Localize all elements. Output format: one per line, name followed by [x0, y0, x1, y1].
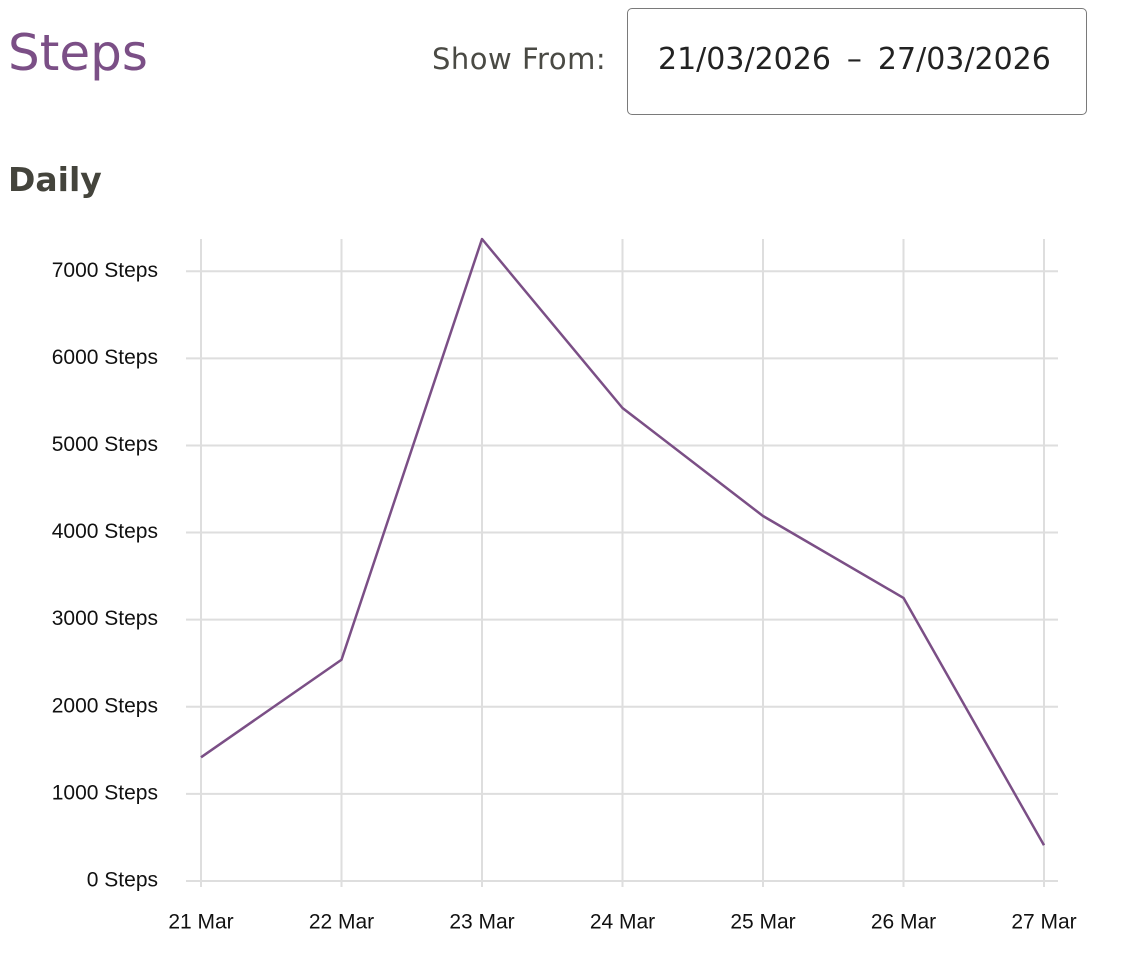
section-title: Daily	[8, 160, 102, 199]
y-tick-label: 1000 Steps	[52, 781, 158, 804]
range-separator: –	[846, 42, 862, 77]
y-tick-label: 6000 Steps	[52, 346, 158, 369]
data-line	[200, 237, 1046, 846]
x-tick-label: 23 Mar	[449, 911, 514, 934]
y-tick-label: 0 Steps	[87, 869, 158, 892]
page-title: Steps	[8, 24, 148, 82]
y-tick-label: 4000 Steps	[52, 520, 158, 543]
x-tick-label: 24 Mar	[590, 911, 655, 934]
x-tick-label: 27 Mar	[1011, 911, 1076, 934]
range-end: 27/03/2026	[877, 42, 1051, 77]
range-label: Show From:	[432, 42, 607, 76]
x-tick-label: 22 Mar	[309, 911, 374, 934]
x-tick-label: 26 Mar	[871, 911, 936, 934]
y-tick-label: 2000 Steps	[52, 694, 158, 717]
x-tick-label: 25 Mar	[730, 911, 795, 934]
date-range-text[interactable]: 21/03/2026–27/03/2026	[658, 45, 1067, 75]
range-start: 21/03/2026	[658, 42, 831, 77]
y-tick-label: 7000 Steps	[52, 259, 158, 282]
y-tick-label: 5000 Steps	[52, 433, 158, 456]
y-tick-label: 3000 Steps	[52, 607, 158, 630]
date-range-picker[interactable]	[627, 8, 1087, 115]
x-tick-label: 21 Mar	[168, 911, 233, 934]
